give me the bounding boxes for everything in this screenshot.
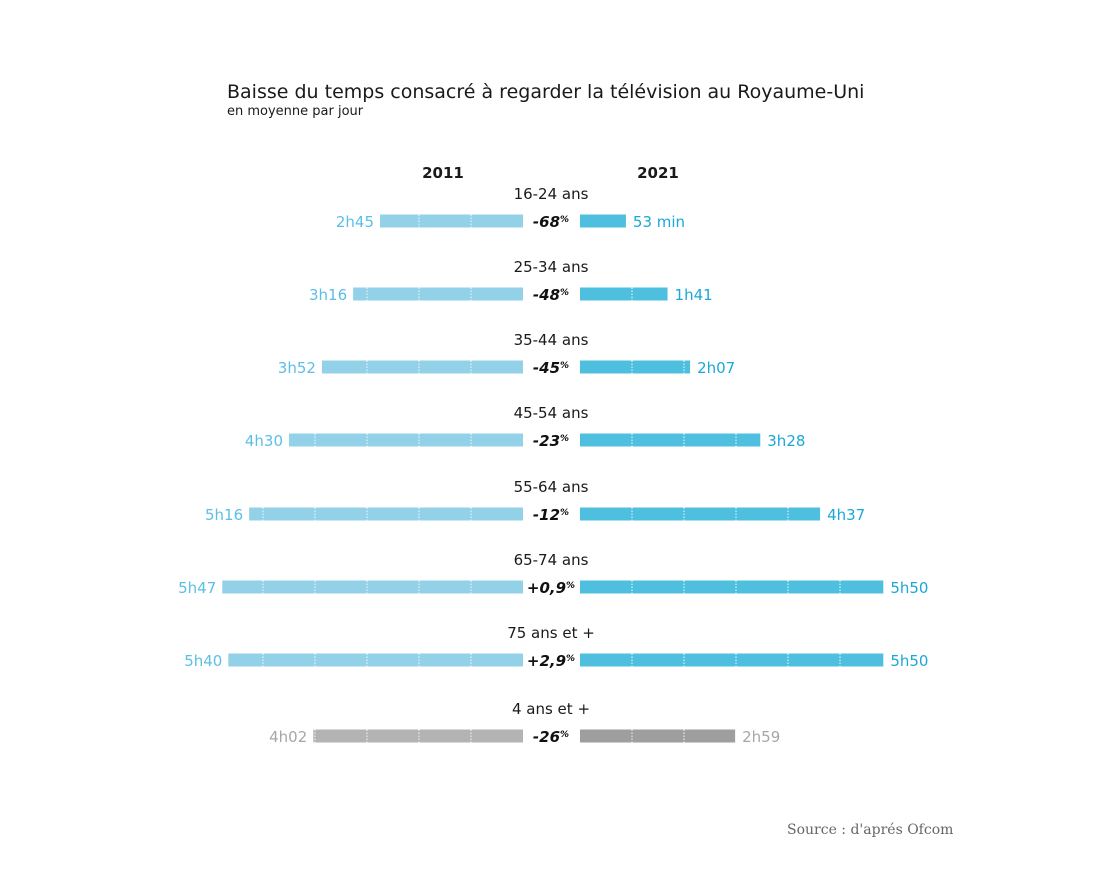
bar-2021 bbox=[580, 653, 884, 667]
change-label: -68% bbox=[533, 213, 569, 231]
category-label: 35-44 ans bbox=[514, 331, 589, 349]
value-label-2021: 3h28 bbox=[767, 432, 805, 450]
bar-2011 bbox=[353, 287, 523, 301]
series-header-2011: 2011 bbox=[422, 164, 464, 182]
bar-2011 bbox=[228, 653, 524, 667]
bar-2011 bbox=[222, 580, 523, 594]
bar-2021 bbox=[580, 287, 668, 301]
chart-subtitle: en moyenne par jour bbox=[227, 104, 364, 119]
value-label-2021: 2h07 bbox=[697, 359, 735, 377]
category-label: 55-64 ans bbox=[514, 478, 589, 496]
change-label: -48% bbox=[533, 286, 569, 304]
value-label-2021: 5h50 bbox=[890, 579, 928, 597]
value-label-2021: 2h59 bbox=[742, 728, 780, 746]
value-label-2011: 3h52 bbox=[278, 359, 316, 377]
value-label-2011: 3h16 bbox=[309, 286, 347, 304]
value-label-2011: 5h16 bbox=[205, 506, 243, 524]
bar-2011 bbox=[289, 433, 523, 447]
value-label-2021: 5h50 bbox=[890, 652, 928, 670]
series-header-2021: 2021 bbox=[637, 164, 679, 182]
category-label: 4 ans et + bbox=[512, 700, 590, 718]
bar-2021 bbox=[580, 433, 761, 447]
category-label: 25-34 ans bbox=[514, 258, 589, 276]
value-label-2021: 53 min bbox=[633, 213, 685, 231]
bar-2011 bbox=[321, 360, 523, 374]
value-label-2011: 4h30 bbox=[245, 432, 283, 450]
change-label: +2,9% bbox=[527, 652, 575, 670]
change-label: -23% bbox=[533, 432, 569, 450]
bar-2021 bbox=[580, 214, 626, 228]
category-label: 75 ans et + bbox=[507, 624, 595, 642]
bar-2021 bbox=[580, 507, 821, 521]
value-label-2011: 5h47 bbox=[178, 579, 216, 597]
source-note: Source : d'aprés Ofcom bbox=[787, 822, 954, 838]
category-label: 45-54 ans bbox=[514, 404, 589, 422]
bar-2021 bbox=[580, 729, 736, 743]
value-label-2021: 4h37 bbox=[827, 506, 865, 524]
category-label: 16-24 ans bbox=[514, 185, 589, 203]
value-label-2011: 2h45 bbox=[336, 213, 374, 231]
bar-2011 bbox=[380, 214, 523, 228]
chart-title: Baisse du temps consacré à regarder la t… bbox=[227, 81, 865, 103]
change-label: -12% bbox=[533, 506, 569, 524]
change-label: -26% bbox=[533, 728, 569, 746]
bar-2021 bbox=[580, 580, 884, 594]
bar-2011 bbox=[313, 729, 523, 743]
value-label-2011: 5h40 bbox=[184, 652, 222, 670]
change-label: -45% bbox=[533, 359, 569, 377]
value-label-2011: 4h02 bbox=[269, 728, 307, 746]
bar-2021 bbox=[580, 360, 691, 374]
category-label: 65-74 ans bbox=[514, 551, 589, 569]
value-label-2021: 1h41 bbox=[675, 286, 713, 304]
change-label: +0,9% bbox=[527, 579, 575, 597]
bar-2011 bbox=[249, 507, 523, 521]
